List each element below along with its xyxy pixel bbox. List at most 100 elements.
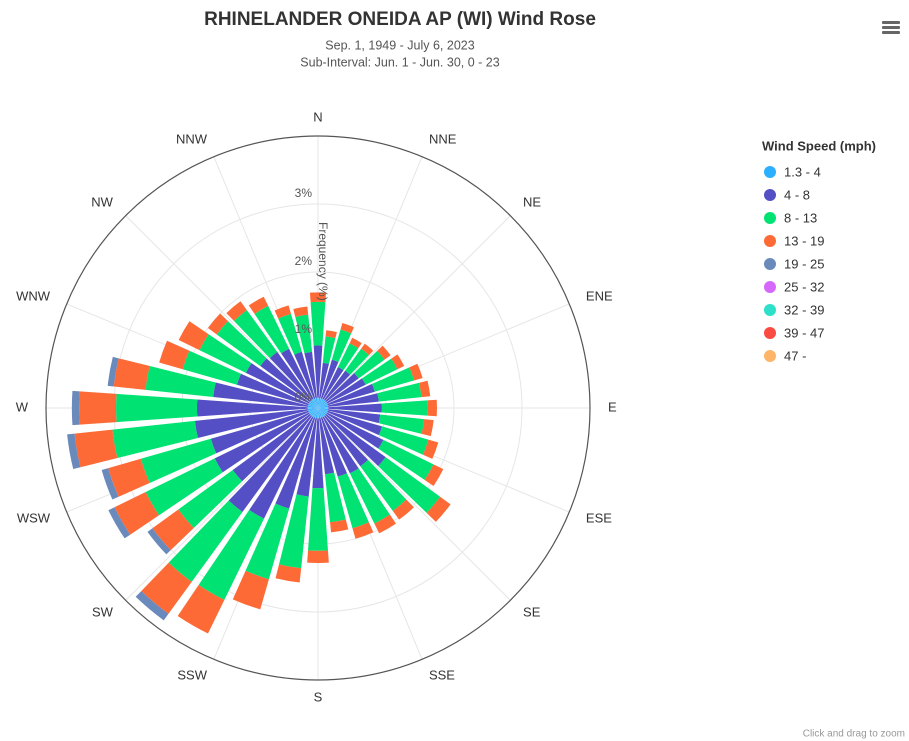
legend-swatch: [764, 166, 776, 178]
x-tick-label: SSE: [429, 667, 455, 682]
bar-segment: [159, 340, 190, 370]
bar-segment: [312, 398, 318, 408]
bar-segment: [315, 408, 318, 419]
bar-segment: [307, 550, 329, 564]
bar-segment: [326, 378, 366, 404]
x-tick-label: SSW: [177, 667, 207, 682]
bar-segment: [317, 397, 319, 408]
axis-circle: [45, 135, 591, 681]
bar-segment: [325, 413, 386, 467]
bar-segment: [409, 363, 423, 381]
bar-segment: [114, 492, 160, 535]
bar-segment: [322, 367, 344, 400]
bar-segment: [74, 429, 118, 468]
bar-segment: [275, 564, 302, 583]
legend-swatch: [764, 258, 776, 270]
legend-swatch: [764, 327, 776, 339]
bar-segment: [328, 403, 382, 413]
bar-segment: [182, 350, 241, 385]
bar-segment: [79, 391, 117, 425]
x-tick-label: NW: [91, 194, 113, 209]
bar-segment: [312, 408, 318, 418]
bar-segment: [147, 528, 171, 555]
bar-segment: [274, 305, 292, 319]
bar-segment: [318, 398, 323, 408]
x-tick-label: SW: [92, 604, 114, 619]
legend-label: 4 - 8: [784, 187, 810, 202]
bar-segment: [374, 514, 396, 534]
legend-label: 39 - 47: [784, 325, 824, 340]
bar-segment: [177, 585, 225, 634]
bar-segment: [378, 457, 441, 513]
bar-segment: [349, 468, 390, 524]
bar-segment: [308, 403, 318, 408]
bar-segment: [372, 367, 415, 392]
bar-segment: [226, 301, 247, 321]
bar-segment: [140, 438, 217, 483]
bar-segment: [67, 433, 81, 470]
bar-segment: [308, 488, 328, 551]
bar-segment: [245, 363, 310, 404]
bar-segment: [327, 410, 383, 436]
bar-segment: [318, 398, 324, 408]
chart-title: RHINELANDER ONEIDA AP (WI) Wind Rose: [204, 9, 596, 30]
bar-segment: [309, 400, 318, 408]
y-tick-label: 0%: [295, 390, 313, 404]
bar-segment: [254, 305, 290, 354]
bar-segment: [378, 414, 425, 434]
x-tick-label: ESE: [586, 510, 612, 525]
bar-segment: [324, 472, 346, 523]
legend-label: 19 - 25: [784, 256, 824, 271]
bar-segment: [278, 313, 302, 355]
x-tick-label: WSW: [17, 510, 51, 525]
legend-swatch: [764, 189, 776, 201]
bar-segment: [194, 409, 309, 438]
bar-segment: [309, 292, 327, 303]
bar-segment: [318, 408, 326, 417]
bar-segment: [422, 439, 439, 459]
x-tick-label: SE: [523, 604, 541, 619]
bar-segment: [112, 420, 198, 459]
menu-button[interactable]: [880, 18, 902, 38]
bar-segment: [232, 570, 269, 610]
bar-segment: [318, 408, 329, 411]
bar-segment: [312, 418, 324, 489]
bar-segment: [424, 464, 444, 486]
y-tick-label: 2%: [295, 254, 313, 268]
bar-segment: [145, 458, 223, 516]
bar-segment: [318, 397, 321, 408]
bar-segment: [318, 408, 324, 418]
bar-segment: [232, 413, 311, 482]
legend-swatch: [764, 235, 776, 247]
bar-segment: [317, 408, 319, 419]
legend-swatch: [764, 304, 776, 316]
bar-segment: [295, 314, 313, 354]
legend-label: 1.3 - 4: [784, 164, 821, 179]
bar-segment: [331, 329, 352, 363]
bar-segment: [320, 359, 339, 399]
bar-segment: [108, 458, 150, 497]
bar-segment: [318, 402, 328, 408]
legend-label: 32 - 39: [784, 302, 824, 317]
bar-segment: [322, 416, 359, 474]
bar-segment: [308, 408, 318, 413]
bar-segment: [318, 403, 328, 408]
legend-swatch: [764, 350, 776, 362]
legend-swatch: [764, 212, 776, 224]
subtitle: Sep. 1, 1949 - July 6, 2023: [325, 38, 474, 52]
bar-segment: [318, 400, 327, 408]
bar-segment: [325, 330, 337, 339]
legend-title: Wind Speed (mph): [762, 138, 876, 153]
bar-segment: [323, 370, 351, 401]
bar-segment: [281, 348, 314, 400]
bar-segment: [360, 459, 407, 511]
bar-segment: [322, 336, 336, 364]
bar-segment: [309, 408, 318, 416]
bar-segment: [313, 398, 318, 408]
bar-segment: [323, 415, 369, 467]
bar-segment: [107, 356, 119, 387]
bar-segment: [178, 469, 243, 528]
bar-segment: [318, 408, 327, 416]
bar-segment: [296, 417, 317, 497]
bar-segment: [318, 408, 323, 418]
